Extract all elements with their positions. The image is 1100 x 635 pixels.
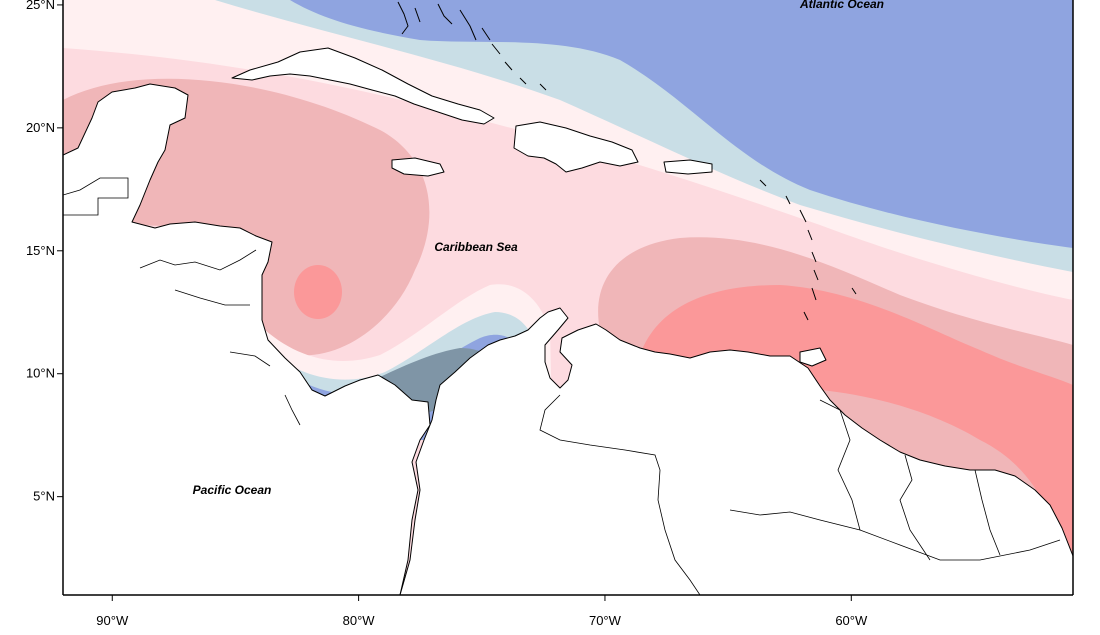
- border-nicaragua-costa-rica: [229, 351, 271, 367]
- border-costa-rica-panama: [284, 394, 301, 426]
- atlantic-ocean-label: Atlantic Ocean: [799, 0, 884, 11]
- trinidad-land: [799, 347, 827, 367]
- x-tick-label: 60°W: [835, 613, 868, 628]
- hispaniola-land: [513, 121, 639, 173]
- pacific-ocean-label: Pacific Ocean: [193, 483, 272, 497]
- band-red-west-core: [294, 265, 342, 319]
- y-tick-label: 5°N: [33, 489, 55, 504]
- y-tick-label: 10°N: [26, 366, 55, 381]
- border-guyana-suriname: [899, 454, 931, 561]
- y-tick-label: 25°N: [26, 0, 55, 12]
- band-blue-north: [290, 0, 1073, 248]
- bahamas-islands: [397, 1, 547, 91]
- y-tick-label: 15°N: [26, 243, 55, 258]
- border-suriname-french-guiana: [974, 469, 1001, 556]
- south-america-land: [399, 307, 1073, 595]
- land-masses: [63, 1, 1073, 595]
- border-brazil-north: [729, 509, 1061, 561]
- x-tick-label: 90°W: [96, 613, 129, 628]
- border-colombia-venezuela: [539, 394, 701, 595]
- border-honduras-nicaragua: [174, 289, 250, 306]
- border-venezuela-guyana: [819, 399, 861, 531]
- y-tick-label: 20°N: [26, 120, 55, 135]
- border-guatemala-honduras: [139, 249, 257, 271]
- x-tick-label: 80°W: [343, 613, 376, 628]
- border-mexico-guatemala: [63, 177, 129, 216]
- caribbean-sea-label: Caribbean Sea: [434, 240, 518, 254]
- country-borders: [63, 177, 1061, 595]
- cuba-land: [231, 47, 495, 125]
- central-america-land: [63, 83, 431, 595]
- lesser-antilles-islands: [759, 179, 857, 321]
- puerto-rico-land: [663, 159, 713, 175]
- axis-ticks: 90°W 80°W 70°W 60°W 25°N 20°N 15°N 10°N 5°N: [26, 0, 868, 628]
- jamaica-land: [391, 157, 445, 177]
- x-tick-label: 70°W: [589, 613, 622, 628]
